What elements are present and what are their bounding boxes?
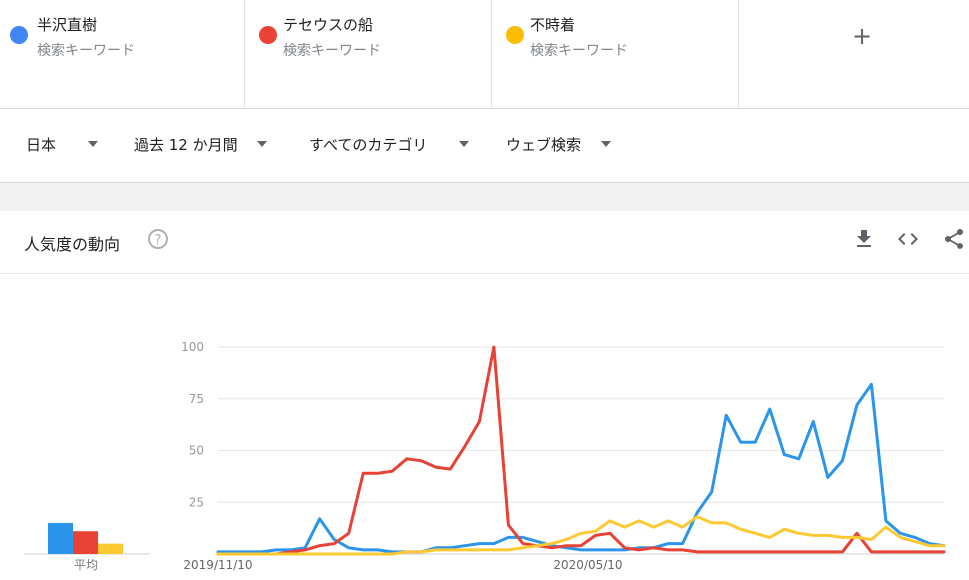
average-bars <box>24 522 150 555</box>
embed-code-icon[interactable] <box>896 227 920 251</box>
download-icon[interactable] <box>852 227 876 251</box>
category-value: すべてのカテゴリ <box>309 136 428 154</box>
average-label: 平均 <box>74 558 98 572</box>
y-tick-label: 50 <box>189 444 204 458</box>
share-icon[interactable] <box>942 227 966 251</box>
caret-down-icon <box>257 141 267 147</box>
help-icon[interactable]: ? <box>148 229 168 249</box>
search-type-value: ウェブ検索 <box>506 136 582 154</box>
filter-bar: 日本 過去 12 か月間 すべてのカテゴリ ウェブ検索 <box>0 109 969 183</box>
interest-chart: 25 50 75 100 2019/11/10 2020/05/10 平均 <box>24 340 946 572</box>
term-color-dot <box>259 26 277 44</box>
caret-down-icon <box>459 141 469 147</box>
term-color-dot <box>10 26 28 44</box>
plus-icon[interactable]: + <box>852 22 873 50</box>
series-line <box>216 515 946 556</box>
term-card-2[interactable]: テセウスの船 検索キーワード <box>245 0 492 108</box>
interest-over-time-card: 人気度の動向 ? 25 50 75 100 2019/11/10 2020/05/10 平均 <box>0 211 969 580</box>
y-tick-label: 100 <box>181 340 204 354</box>
axis-labels: 25 50 75 100 2019/11/10 2020/05/10 平均 <box>74 340 623 572</box>
card-title: 人気度の動向 <box>24 235 121 254</box>
add-comparison-button[interactable]: + <box>739 0 969 108</box>
compare-terms-bar: 半沢直樹 検索キーワード テセウスの船 検索キーワード 不時着 検索キーワード … <box>0 0 969 109</box>
period-value: 過去 12 か月間 <box>134 136 238 154</box>
series-line <box>216 382 946 554</box>
period-dropdown[interactable]: 過去 12 か月間 <box>134 134 274 156</box>
term-name[interactable]: 半沢直樹 <box>37 16 98 34</box>
card-header-divider <box>0 273 969 274</box>
average-bar <box>73 531 98 554</box>
term-type: 検索キーワード <box>283 43 381 59</box>
region-value: 日本 <box>26 136 57 154</box>
term-type: 検索キーワード <box>530 43 628 59</box>
y-tick-label: 75 <box>189 392 204 406</box>
search-type-dropdown[interactable]: ウェブ検索 <box>506 134 616 156</box>
term-color-dot <box>506 26 524 44</box>
series-line <box>216 345 946 556</box>
term-name[interactable]: テセウスの船 <box>283 16 374 34</box>
average-bar <box>98 543 123 554</box>
average-bar <box>48 522 73 554</box>
caret-down-icon <box>601 141 611 147</box>
category-dropdown[interactable]: すべてのカテゴリ <box>309 134 474 156</box>
section-gap <box>0 183 969 211</box>
grid-layer <box>218 346 944 555</box>
y-tick-label: 25 <box>189 495 204 509</box>
term-name[interactable]: 不時着 <box>530 16 576 34</box>
x-tick-label: 2019/11/10 <box>183 558 252 572</box>
region-dropdown[interactable]: 日本 <box>26 134 102 156</box>
x-tick-label: 2020/05/10 <box>553 558 622 572</box>
series-lines <box>216 345 946 556</box>
term-card-1[interactable]: 半沢直樹 検索キーワード <box>0 0 245 108</box>
term-card-3[interactable]: 不時着 検索キーワード <box>492 0 739 108</box>
term-type: 検索キーワード <box>37 43 135 59</box>
caret-down-icon <box>88 141 98 147</box>
